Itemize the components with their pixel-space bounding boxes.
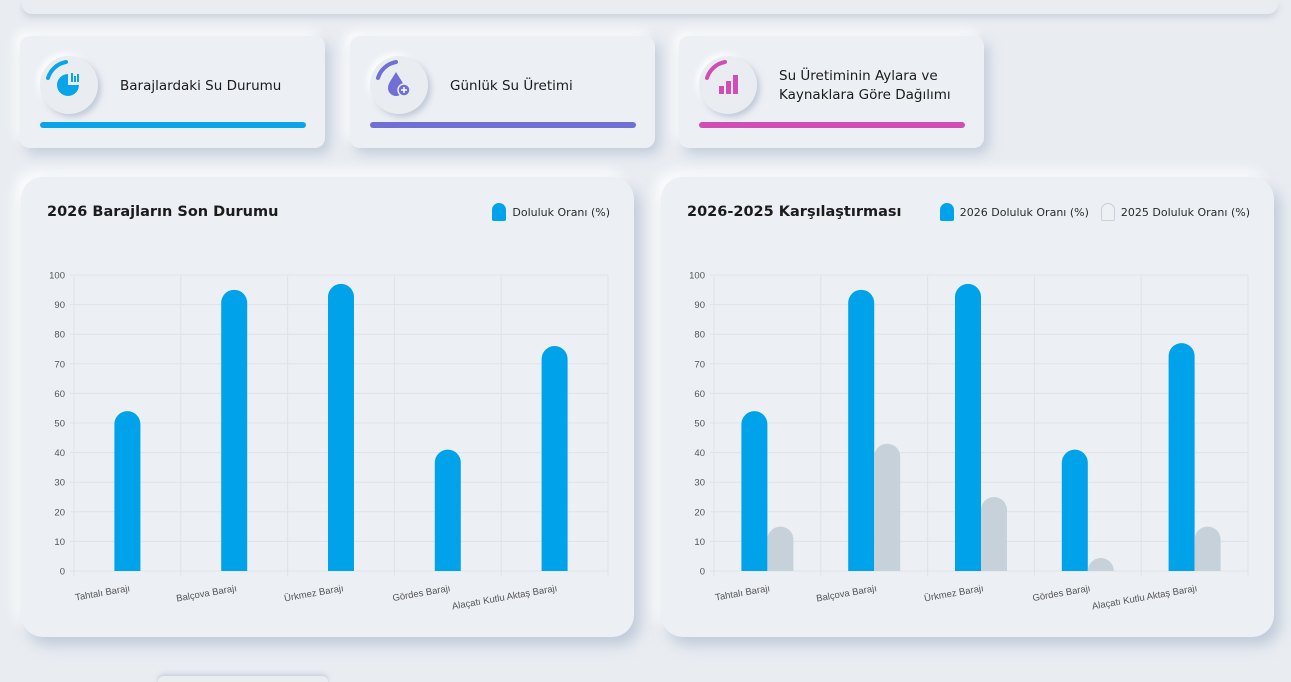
bar-chart-comparison: 0 10 20 30 40 50 60 70 80 90 100 Tahtalı Barajı Balç… — [689, 271, 1249, 612]
chart-legend: Doluluk Oranı (%) — [486, 203, 610, 221]
y-tick-label: 40 — [694, 448, 705, 459]
card-label: Barajlardaki Su Durumu — [120, 77, 282, 94]
x-tick-label: Balçova Barajı — [815, 583, 877, 604]
y-tick-label: 100 — [689, 271, 705, 282]
legend-item-2026[interactable]: Doluluk Oranı (%) — [492, 203, 610, 221]
x-tick-label: Ürkmez Barajı — [923, 583, 984, 604]
card-label: Günlük Su Üretimi — [450, 77, 573, 94]
panel-title: 2026-2025 Karşılaştırması — [687, 204, 902, 220]
bar — [848, 289, 875, 571]
y-tick-label: 40 — [54, 448, 65, 459]
y-tick-label: 90 — [694, 300, 705, 311]
card-dam-water-status[interactable]: Barajlardaki Su Durumu — [20, 36, 325, 148]
bar — [114, 411, 141, 571]
top-navigation-bar — [22, 0, 1278, 14]
panel-title: 2026 Barajların Son Durumu — [47, 204, 279, 220]
x-tick-label: Alaçatı Kutlu Aktaş Barajı — [451, 583, 558, 612]
legend-swatch — [1100, 203, 1115, 221]
bar — [981, 497, 1007, 571]
y-tick-label: 10 — [694, 537, 705, 548]
y-tick-label: 20 — [54, 507, 65, 518]
y-tick-label: 20 — [694, 507, 705, 518]
y-tick-label: 100 — [49, 271, 65, 282]
bar — [741, 411, 768, 571]
y-tick-label: 50 — [694, 419, 705, 430]
y-tick-label: 80 — [694, 330, 705, 341]
card-label: Su Üretiminin Aylara ve Kaynaklara Göre … — [779, 68, 951, 103]
bar — [955, 283, 981, 571]
card-accent-line — [40, 122, 306, 128]
legend-swatch — [492, 203, 507, 221]
legend-label: Doluluk Oranı (%) — [512, 205, 610, 219]
bar — [1168, 343, 1195, 571]
x-tick-label: Ürkmez Barajı — [283, 583, 344, 604]
legend-item-2025[interactable]: 2025 Doluluk Oranı (%) — [1100, 203, 1250, 221]
bar — [328, 283, 354, 571]
bar — [767, 526, 794, 571]
y-tick-label: 0 — [700, 567, 705, 578]
y-tick-label: 50 — [54, 419, 65, 430]
bar — [874, 443, 901, 571]
x-tick-label: Alaçatı Kutlu Aktaş Barajı — [1091, 583, 1198, 612]
bar — [1194, 526, 1221, 571]
card-daily-water-production[interactable]: Günlük Su Üretimi — [350, 36, 655, 148]
x-tick-label: Tahtalı Barajı — [74, 583, 131, 603]
chart-legend: 2026 Doluluk Oranı (%) 2025 Doluluk Oran… — [934, 203, 1250, 221]
x-tick-label: Gördes Barajı — [1032, 583, 1092, 604]
pie-chart-icon — [46, 60, 79, 96]
legend-item-2026[interactable]: 2026 Doluluk Oranı (%) — [939, 203, 1089, 221]
x-tick-label: Tahtalı Barajı — [714, 583, 771, 603]
y-tick-label: 90 — [54, 300, 65, 311]
bottom-tab[interactable] — [158, 676, 328, 682]
legend-label: 2026 Doluluk Oranı (%) — [959, 205, 1089, 219]
y-tick-label: 0 — [60, 567, 65, 578]
bar-chart-dam-status: 0 10 20 30 40 50 60 70 80 90 100 Tahtalı Barajı Balç… — [49, 271, 609, 612]
card-accent-line — [699, 122, 965, 128]
y-tick-label: 80 — [54, 330, 65, 341]
bar-chart-icon — [705, 60, 738, 94]
panel-dam-status-2026: 0 10 20 30 40 50 60 70 80 90 100 Tahtalı Barajı Balç… — [21, 177, 634, 637]
y-tick-label: 60 — [694, 389, 705, 400]
y-tick-label: 60 — [54, 389, 65, 400]
card-icon-ring — [40, 56, 98, 114]
card-accent-line — [370, 122, 636, 128]
bar — [221, 289, 248, 571]
bar — [1061, 449, 1088, 571]
y-tick-label: 10 — [54, 537, 65, 548]
bar — [1087, 558, 1114, 571]
x-tick-label: Gördes Barajı — [392, 583, 452, 604]
y-tick-label: 30 — [694, 478, 705, 489]
y-tick-label: 70 — [54, 359, 65, 370]
water-drop-plus-icon — [376, 60, 411, 97]
card-monthly-distribution[interactable]: Su Üretiminin Aylara ve Kaynaklara Göre … — [679, 36, 984, 148]
bar — [434, 449, 461, 571]
bar — [541, 346, 568, 571]
y-tick-label: 70 — [694, 359, 705, 370]
y-tick-label: 30 — [54, 478, 65, 489]
card-icon-ring — [370, 56, 428, 114]
legend-swatch — [939, 203, 954, 221]
panel-comparison-2026-2025: 0 10 20 30 40 50 60 70 80 90 100 Tahtalı Barajı Balç… — [661, 177, 1274, 637]
card-icon-ring — [699, 56, 757, 114]
x-tick-label: Balçova Barajı — [175, 583, 237, 604]
legend-label: 2025 Doluluk Oranı (%) — [1120, 205, 1250, 219]
